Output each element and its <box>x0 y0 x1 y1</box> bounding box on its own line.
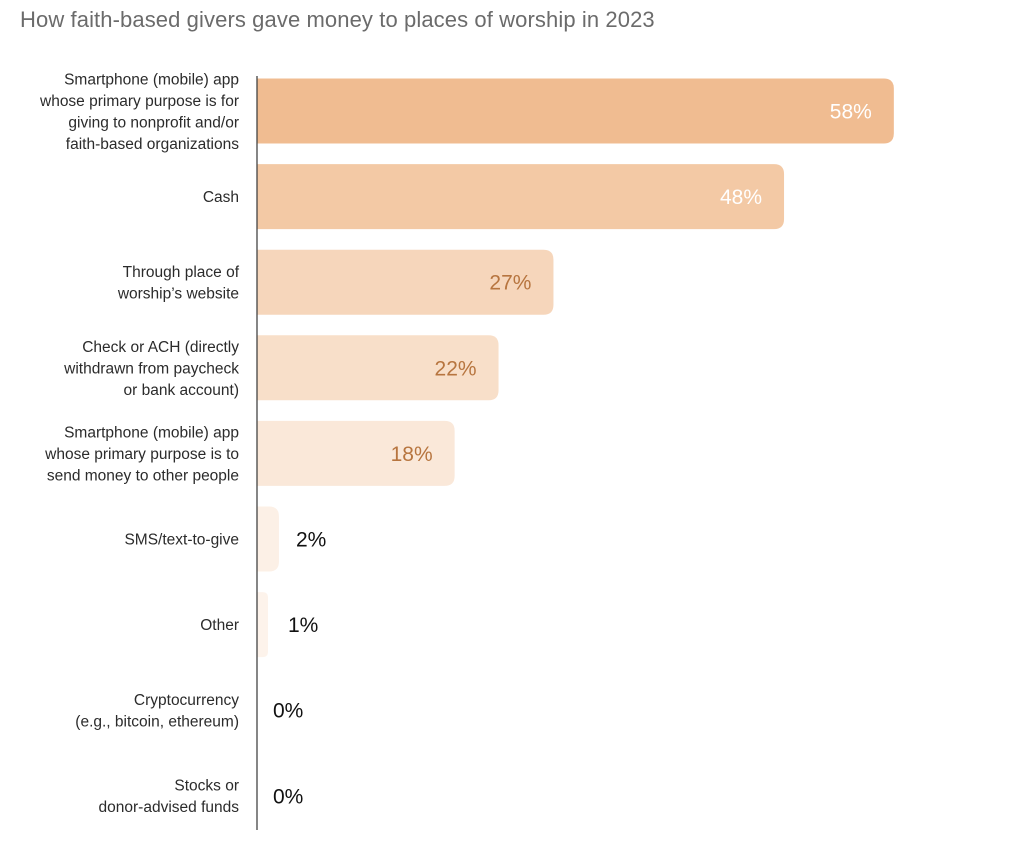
bar <box>257 249 554 315</box>
category-label: Through place of worship’s website <box>117 264 240 303</box>
category-label: Cryptocurrency (e.g., bitcoin, ethereum) <box>75 692 239 731</box>
bar <box>257 164 785 230</box>
category-label: Smartphone (mobile) app whose primary pur… <box>39 71 239 153</box>
value-label: 22% <box>435 357 477 380</box>
category-label: Check or ACH (directly withdrawn from pay… <box>63 339 239 399</box>
bars <box>257 78 894 658</box>
bar <box>257 335 499 401</box>
value-label: 58% <box>830 101 872 124</box>
category-label: Smartphone (mobile) app whose primary pur… <box>44 424 239 484</box>
bar <box>257 506 279 572</box>
bar <box>257 420 455 486</box>
value-label: 1% <box>288 614 318 637</box>
value-label: 27% <box>489 272 531 295</box>
chart-title: How faith-based givers gave money to pla… <box>20 7 655 32</box>
value-labels: 58% 48% 27% 22% 18% 2% 1% 0% 0% <box>273 101 872 809</box>
category-label: SMS/text-to-give <box>124 532 239 549</box>
bar <box>257 78 894 144</box>
value-label: 0% <box>273 785 303 808</box>
category-labels: Smartphone (mobile) app whose primary pur… <box>39 71 240 816</box>
category-label: Cash <box>203 189 239 206</box>
value-label: 2% <box>296 529 326 552</box>
category-label: Stocks or donor-advised funds <box>99 778 240 817</box>
value-label: 48% <box>720 186 762 209</box>
category-label: Other <box>200 617 239 634</box>
value-label: 0% <box>273 700 303 723</box>
value-label: 18% <box>391 443 433 466</box>
bar <box>257 592 268 658</box>
